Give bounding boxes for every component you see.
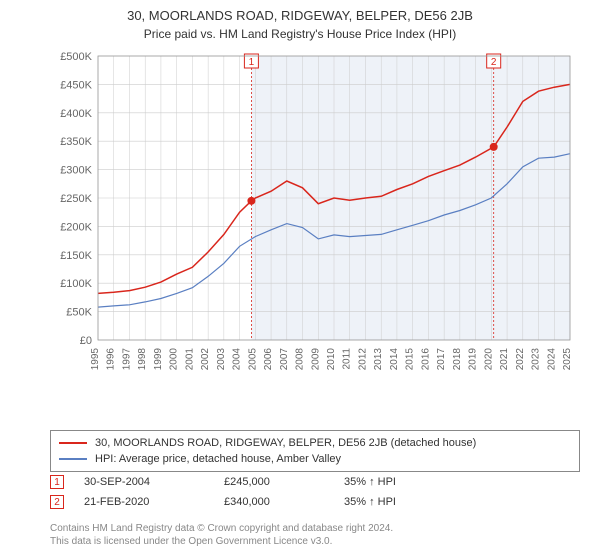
legend-color-swatch <box>59 458 87 460</box>
svg-text:1996: 1996 <box>106 348 117 371</box>
svg-text:2017: 2017 <box>436 348 447 371</box>
legend-item: HPI: Average price, detached house, Ambe… <box>59 451 571 467</box>
svg-text:£300K: £300K <box>60 165 92 177</box>
chart-subtitle: Price paid vs. HM Land Registry's House … <box>0 23 600 41</box>
sale-marker-badge: 1 <box>50 475 64 489</box>
svg-text:2015: 2015 <box>405 348 416 371</box>
svg-text:2023: 2023 <box>531 348 542 371</box>
legend-label: 30, MOORLANDS ROAD, RIDGEWAY, BELPER, DE… <box>95 437 476 449</box>
line-chart: £0 £50K £100K £150K £200K £250K £300K £350K £400… <box>50 50 580 380</box>
sale-date: 30-SEP-2004 <box>84 476 224 488</box>
sale-pct-vs-hpi: 35% ↑ HPI <box>344 496 434 508</box>
chart-area: £0 £50K £100K £150K £200K £250K £300K £350K £400… <box>50 50 580 380</box>
svg-text:2010: 2010 <box>326 348 337 371</box>
svg-text:2005: 2005 <box>247 348 258 371</box>
svg-text:2008: 2008 <box>295 348 306 371</box>
svg-text:1997: 1997 <box>121 348 132 371</box>
footer-line-2: This data is licensed under the Open Gov… <box>50 535 580 548</box>
svg-text:£450K: £450K <box>60 79 92 91</box>
sale-row: 2 21-FEB-2020£340,00035% ↑ HPI <box>50 492 580 512</box>
svg-text:1999: 1999 <box>153 348 164 371</box>
svg-text:2000: 2000 <box>169 348 180 371</box>
svg-text:2025: 2025 <box>562 348 573 371</box>
svg-text:1995: 1995 <box>90 348 101 371</box>
legend: 30, MOORLANDS ROAD, RIDGEWAY, BELPER, DE… <box>50 430 580 472</box>
svg-text:2001: 2001 <box>184 348 195 371</box>
svg-text:£200K: £200K <box>60 221 92 233</box>
svg-text:2019: 2019 <box>468 348 479 371</box>
chart-title: 30, MOORLANDS ROAD, RIDGEWAY, BELPER, DE… <box>0 0 600 23</box>
legend-color-swatch <box>59 442 87 444</box>
svg-text:2016: 2016 <box>420 348 431 371</box>
svg-text:£500K: £500K <box>60 51 92 63</box>
svg-text:2002: 2002 <box>200 348 211 371</box>
svg-text:2020: 2020 <box>483 348 494 371</box>
sale-price: £245,000 <box>224 476 344 488</box>
sales-table: 1 30-SEP-2004£245,00035% ↑ HPI 2 21-FEB-202… <box>50 472 580 512</box>
legend-item: 30, MOORLANDS ROAD, RIDGEWAY, BELPER, DE… <box>59 435 571 451</box>
chart-container: 30, MOORLANDS ROAD, RIDGEWAY, BELPER, DE… <box>0 0 600 560</box>
svg-text:2021: 2021 <box>499 348 510 371</box>
sale-price: £340,000 <box>224 496 344 508</box>
svg-text:£150K: £150K <box>60 250 92 262</box>
svg-text:2004: 2004 <box>232 348 243 371</box>
svg-text:£0: £0 <box>80 335 92 347</box>
svg-text:£250K: £250K <box>60 193 92 205</box>
footer-attribution: Contains HM Land Registry data © Crown c… <box>50 522 580 548</box>
svg-text:2012: 2012 <box>357 348 368 371</box>
sale-date: 21-FEB-2020 <box>84 496 224 508</box>
sale-marker-badge: 2 <box>50 495 64 509</box>
svg-text:2003: 2003 <box>216 348 227 371</box>
svg-text:2006: 2006 <box>263 348 274 371</box>
svg-text:1998: 1998 <box>137 348 148 371</box>
svg-text:1: 1 <box>249 57 255 68</box>
svg-text:£100K: £100K <box>60 278 92 290</box>
sale-row: 1 30-SEP-2004£245,00035% ↑ HPI <box>50 472 580 492</box>
svg-text:2007: 2007 <box>279 348 290 371</box>
svg-text:2018: 2018 <box>452 348 463 371</box>
svg-text:2022: 2022 <box>515 348 526 371</box>
legend-label: HPI: Average price, detached house, Ambe… <box>95 453 341 465</box>
svg-text:£400K: £400K <box>60 108 92 120</box>
svg-text:£50K: £50K <box>66 307 92 319</box>
svg-text:2009: 2009 <box>310 348 321 371</box>
svg-text:2: 2 <box>491 57 497 68</box>
sale-pct-vs-hpi: 35% ↑ HPI <box>344 476 434 488</box>
svg-text:2011: 2011 <box>342 348 353 370</box>
svg-text:2013: 2013 <box>373 348 384 371</box>
footer-line-1: Contains HM Land Registry data © Crown c… <box>50 522 580 535</box>
svg-text:£350K: £350K <box>60 136 92 148</box>
svg-text:2014: 2014 <box>389 348 400 371</box>
svg-text:2024: 2024 <box>546 348 557 371</box>
